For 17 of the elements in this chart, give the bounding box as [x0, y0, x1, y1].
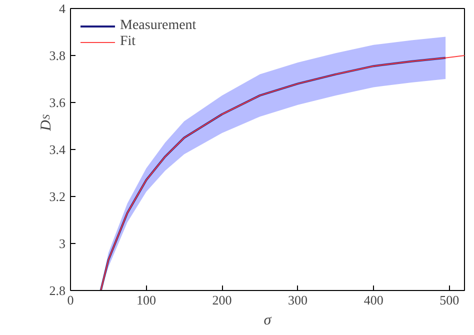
legend-label: Measurement: [120, 18, 196, 34]
y-tick-label: 3.6: [49, 95, 66, 110]
y-tick-label: 3.2: [49, 189, 66, 204]
x-tick-label: 100: [136, 292, 156, 308]
y-tick-label: 4: [59, 1, 66, 16]
y-tick-label: 3: [59, 236, 66, 251]
x-tick-label: 200: [212, 292, 232, 308]
x-tick-label: 400: [364, 292, 384, 308]
y-tick-label: 2.8: [49, 283, 66, 298]
x-tick-label: 500: [440, 292, 460, 308]
x-axis-title: σ: [264, 312, 272, 328]
y-tick-label: 3.4: [49, 142, 66, 157]
legend-label: Fit: [120, 34, 137, 50]
x-tick-label: 300: [288, 292, 308, 308]
x-tick-label: 0: [67, 292, 74, 308]
y-axis-title: DS: [38, 114, 54, 132]
y-tick-label: 3.8: [49, 48, 66, 63]
